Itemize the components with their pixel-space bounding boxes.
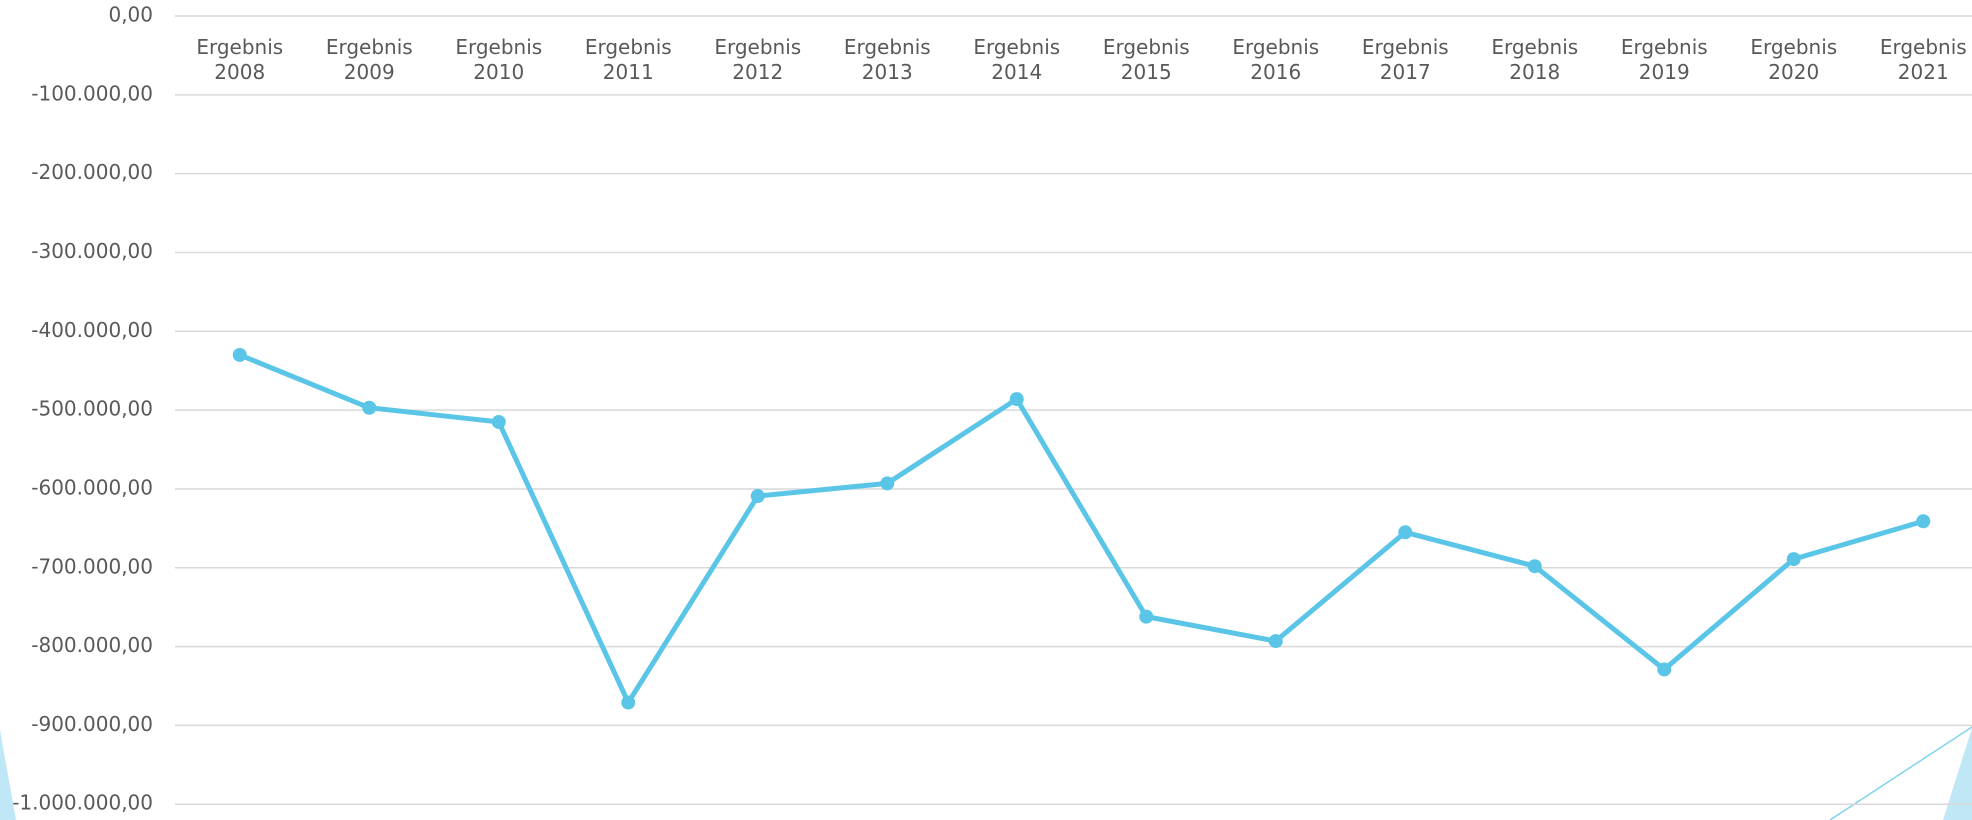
x-tick-label: Ergebnis 2009 <box>325 35 413 84</box>
x-tick-label: Ergebnis 2021 <box>1879 35 1967 84</box>
marker <box>1657 662 1672 677</box>
y-tick-label: 0,00 <box>108 3 153 27</box>
x-tick-label: Ergebnis 2019 <box>1620 35 1708 84</box>
marker <box>362 400 377 415</box>
x-tick-label: Ergebnis 2012 <box>714 35 802 84</box>
marker <box>1398 525 1413 540</box>
y-tick-label: -400.000,00 <box>31 318 153 342</box>
y-tick-label: -100.000,00 <box>31 81 153 105</box>
x-tick-label: Ergebnis 2014 <box>973 35 1061 84</box>
marker <box>1009 392 1024 407</box>
marker <box>1786 552 1801 567</box>
y-tick-label: -300.000,00 <box>31 239 153 263</box>
x-tick-label: Ergebnis 2013 <box>843 35 931 84</box>
marker <box>1916 514 1931 529</box>
y-tick-label: -800.000,00 <box>31 633 153 657</box>
x-tick-label: Ergebnis 2016 <box>1232 35 1320 84</box>
x-tick-label: Ergebnis 2017 <box>1361 35 1449 84</box>
marker <box>1268 634 1283 649</box>
decoration <box>1943 728 1972 820</box>
marker <box>1139 609 1154 624</box>
marker <box>491 414 506 429</box>
marker <box>750 489 765 504</box>
y-tick-label: -1.000.000,00 <box>12 791 153 815</box>
line <box>238 352 1924 706</box>
marker <box>621 695 636 710</box>
marker <box>1527 559 1542 574</box>
y-tick-label: -900.000,00 <box>31 712 153 736</box>
y-tick-label: -200.000,00 <box>31 160 153 184</box>
x-tick-label: Ergebnis 2008 <box>196 35 284 84</box>
x-tick-label: Ergebnis 2018 <box>1491 35 1579 84</box>
y-tick-label: -500.000,00 <box>31 397 153 421</box>
y-tick-label: -700.000,00 <box>31 554 153 578</box>
marker <box>232 347 247 362</box>
x-tick-label: Ergebnis 2015 <box>1102 35 1190 84</box>
decoration <box>0 730 16 820</box>
x-tick-label: Ergebnis 2020 <box>1750 35 1838 84</box>
x-tick-label: Ergebnis 2011 <box>584 35 672 84</box>
y-tick-label: -600.000,00 <box>31 475 153 499</box>
x-tick-label: Ergebnis 2010 <box>455 35 543 84</box>
marker <box>880 476 895 491</box>
